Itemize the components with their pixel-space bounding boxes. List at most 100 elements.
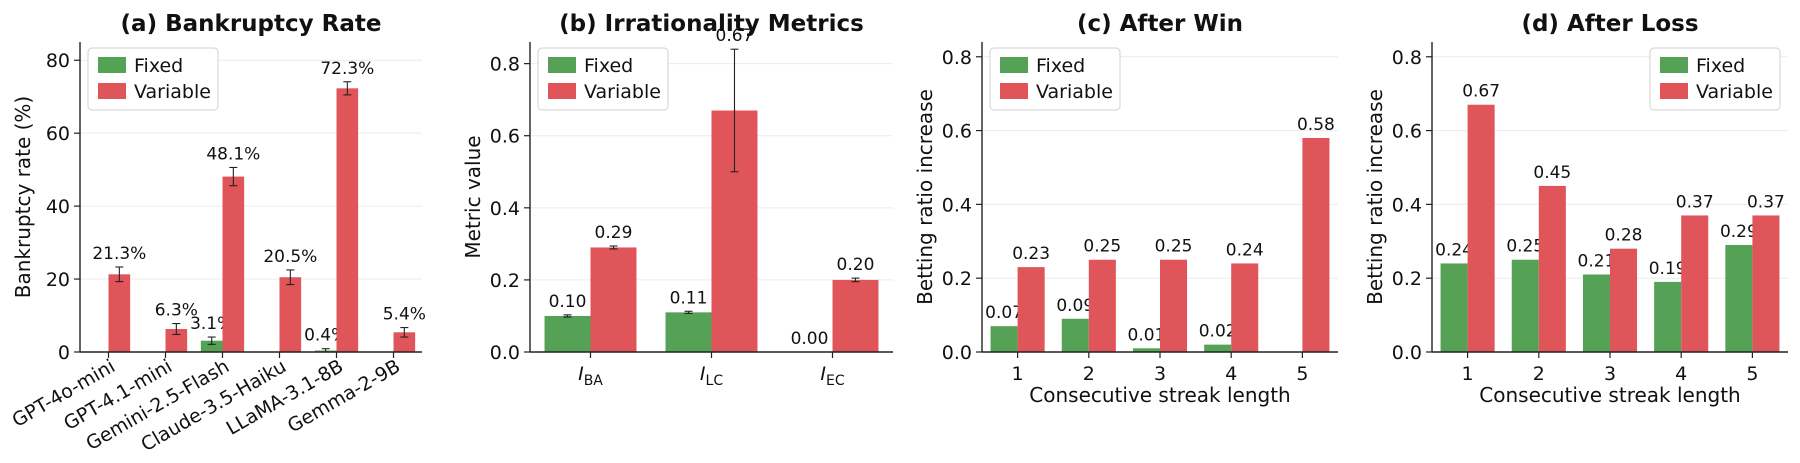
data-label: 0.19 xyxy=(1649,259,1687,279)
bar-fixed xyxy=(1654,281,1682,352)
legend-swatch xyxy=(548,57,576,73)
legend-label: Fixed xyxy=(584,55,633,77)
data-label: 0.23 xyxy=(1012,244,1050,264)
x-tick-label: 3 xyxy=(1154,363,1166,385)
y-tick-label: 0.0 xyxy=(942,342,972,364)
chart-title: (a) Bankruptcy Rate xyxy=(121,11,382,37)
bar-variable xyxy=(1231,263,1259,352)
y-axis-label: Betting ratio increase xyxy=(1363,89,1387,305)
x-tick-label: IBA xyxy=(578,363,603,389)
y-tick-label: 0 xyxy=(58,342,70,364)
data-label: 20.5% xyxy=(263,247,317,267)
legend-swatch xyxy=(1660,57,1688,73)
bar-variable xyxy=(222,176,245,352)
bar-variable xyxy=(1467,104,1495,352)
data-label: 48.1% xyxy=(206,144,260,164)
data-label: 3.1% xyxy=(190,314,233,334)
data-label: 0.67 xyxy=(1462,82,1500,102)
data-label: 0.09 xyxy=(1056,296,1094,316)
data-label: 0.29 xyxy=(595,223,633,243)
x-tick-label: 4 xyxy=(1675,363,1687,385)
y-tick-label: 0.4 xyxy=(1392,194,1422,216)
x-tick-label: 5 xyxy=(1296,363,1308,385)
y-tick-label: 0.4 xyxy=(490,198,520,220)
x-tick-label: 4 xyxy=(1225,363,1237,385)
legend-swatch xyxy=(98,57,126,73)
bar-variable xyxy=(590,247,637,352)
chart-panel-1: 3.1% 0.4% 21.3% 6.3% 48.1% 20.5% 72.3% 5.4% 0 20 4… xyxy=(8,11,425,456)
x-tick-label: 5 xyxy=(1746,363,1758,385)
data-label: 0.21 xyxy=(1578,252,1616,272)
bar-variable xyxy=(832,279,879,352)
y-axis-label: Bankruptcy rate (%) xyxy=(11,96,35,298)
legend-label: Variable xyxy=(134,81,211,103)
y-tick-label: 0.2 xyxy=(1392,268,1422,290)
x-tick-label: 1 xyxy=(1462,363,1474,385)
legend-swatch xyxy=(1000,57,1028,73)
x-axis-label: Consecutive streak length xyxy=(1479,383,1740,407)
bar-fixed xyxy=(1725,244,1753,352)
bar-variable xyxy=(336,88,359,352)
data-label: 0.29 xyxy=(1720,222,1758,242)
x-tick-label: IEC xyxy=(820,363,844,389)
data-label: 0.24 xyxy=(1435,240,1473,260)
x-tick-label: 2 xyxy=(1533,363,1545,385)
y-tick-label: 0.6 xyxy=(1392,121,1422,143)
y-tick-label: 0.4 xyxy=(942,194,972,216)
y-tick-label: 0.8 xyxy=(490,54,520,76)
data-label: 0.10 xyxy=(549,292,587,312)
chart-title: (b) Irrationality Metrics xyxy=(559,11,864,37)
data-label: 6.3% xyxy=(155,301,198,321)
bar-variable xyxy=(1088,259,1116,352)
bar-fixed xyxy=(1132,348,1160,352)
bar-variable xyxy=(1610,248,1638,352)
y-tick-label: 0.8 xyxy=(1392,47,1422,69)
bar-variable xyxy=(279,277,302,352)
chart-title: (d) After Loss xyxy=(1521,11,1698,37)
bar-fixed xyxy=(1204,344,1232,352)
legend-label: Variable xyxy=(1696,81,1773,103)
chart-panel-4: 0.24 0.250.21 0.190.290.670.450.280.37 0.37… xyxy=(1363,11,1788,407)
data-label: 72.3% xyxy=(320,59,374,79)
y-tick-label: 0.0 xyxy=(490,342,520,364)
y-axis-label: Betting ratio increase xyxy=(913,89,937,305)
bar-fixed xyxy=(1061,318,1089,352)
legend: Fixed Variable xyxy=(989,47,1121,111)
legend-swatch xyxy=(1000,83,1028,99)
y-axis-label: Metric value xyxy=(461,135,485,258)
y-tick-label: 60 xyxy=(46,123,70,145)
y-tick-label: 20 xyxy=(46,269,70,291)
chart-panel-3: 0.07 0.090.01 0.020.23 0.25 0.25 0.240.580.00… xyxy=(913,11,1338,407)
bar-variable xyxy=(1752,215,1780,352)
data-label: 0.4% xyxy=(304,326,347,346)
data-label: 0.02 xyxy=(1199,322,1237,342)
x-axis-label: Consecutive streak length xyxy=(1029,383,1290,407)
y-tick-label: 0.6 xyxy=(490,126,520,148)
bar-variable xyxy=(108,274,131,352)
bar-fixed xyxy=(1582,274,1610,352)
data-label: 0.20 xyxy=(837,255,875,275)
legend-label: Fixed xyxy=(1036,55,1085,77)
data-label: 0.07 xyxy=(985,303,1023,323)
bar-fixed xyxy=(990,326,1018,352)
data-label: 0.37 xyxy=(1747,192,1785,212)
bar-fixed xyxy=(1440,263,1468,352)
bar-fixed xyxy=(544,315,591,352)
data-label: 0.58 xyxy=(1297,115,1335,135)
data-label: 0.67 xyxy=(716,26,754,46)
data-label: 0.25 xyxy=(1083,237,1121,257)
data-label: 0.25 xyxy=(1155,237,1193,257)
data-label: 0.37 xyxy=(1676,192,1714,212)
bar-variable xyxy=(165,329,188,352)
legend: Fixed Variable xyxy=(537,47,669,111)
legend-swatch xyxy=(548,83,576,99)
legend: Fixed Variable xyxy=(1649,47,1781,111)
chart-title: (c) After Win xyxy=(1077,11,1243,37)
x-tick-label: ILC xyxy=(700,363,723,389)
legend-swatch xyxy=(98,83,126,99)
data-label: 0.00 xyxy=(791,329,829,349)
legend-label: Fixed xyxy=(1696,55,1745,77)
bar-fixed xyxy=(665,312,712,352)
legend-label: Variable xyxy=(584,81,661,103)
